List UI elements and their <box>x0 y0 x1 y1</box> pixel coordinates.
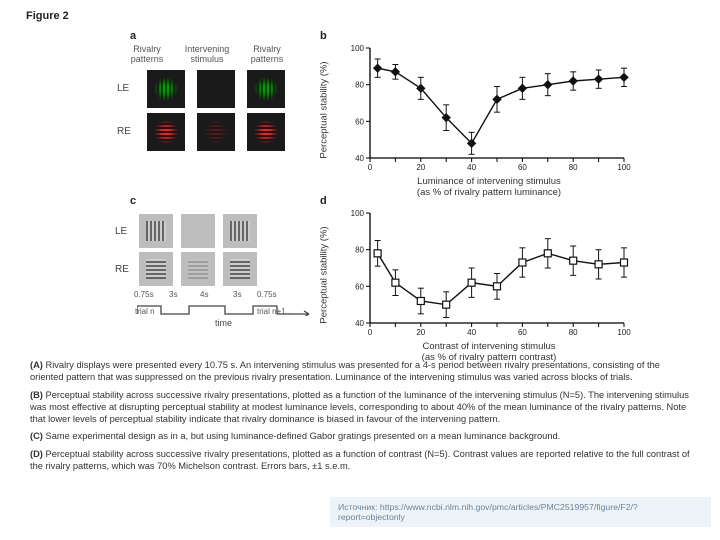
pa-re-interv <box>197 113 235 151</box>
svg-text:0: 0 <box>368 328 373 337</box>
cap-c-lead: (C) <box>30 431 46 441</box>
blank-icon <box>188 221 208 241</box>
cap-c: Same experimental design as in a, but us… <box>46 431 561 441</box>
cap-a-lead: (A) <box>30 360 46 370</box>
svg-text:0: 0 <box>368 163 373 172</box>
vert-grating-icon <box>146 221 166 241</box>
svg-text:100: 100 <box>351 209 365 218</box>
svg-text:20: 20 <box>416 328 425 337</box>
pa-col3: Rivalry patterns <box>242 45 292 65</box>
source-url: https://www.ncbi.nlm.nih.gov/pmc/article… <box>338 502 638 522</box>
chart-b-ylabel: Perceptual stability (%) <box>319 61 330 158</box>
horiz-grating-dim-icon <box>188 259 208 279</box>
pa-col1: Rivalry patterns <box>122 45 172 65</box>
panel-label-d: d <box>320 195 327 207</box>
panel-label-b: b <box>320 30 327 42</box>
svg-text:20: 20 <box>416 163 425 172</box>
red-gabor-icon <box>155 121 177 143</box>
source-citation: Источник: https://www.ncbi.nlm.nih.gov/p… <box>330 497 711 527</box>
svg-text:80: 80 <box>569 163 578 172</box>
svg-text:100: 100 <box>617 163 631 172</box>
cap-a: Rivalry displays were presented every 10… <box>30 360 660 382</box>
pa-col2: Intervening stimulus <box>182 45 232 65</box>
pa-le-label: LE <box>117 83 141 94</box>
red-gabor-dim-icon <box>205 121 227 143</box>
dur-4: 0.75s <box>257 290 277 299</box>
svg-text:100: 100 <box>617 328 631 337</box>
time-axis-label: time <box>215 318 232 328</box>
pa-re-label: RE <box>117 126 141 137</box>
chart-b: Perceptual stability (%) 406080100020406… <box>334 40 634 190</box>
cap-b-lead: (B) <box>30 390 46 400</box>
svg-text:60: 60 <box>355 282 364 291</box>
pa-re-rivalry2 <box>247 113 285 151</box>
svg-text:80: 80 <box>355 81 364 90</box>
pa-le-rivalry1 <box>147 70 185 108</box>
panel-label-a: a <box>130 30 136 42</box>
pc-le-label: LE <box>115 226 135 237</box>
pa-re-rivalry1 <box>147 113 185 151</box>
svg-text:80: 80 <box>355 246 364 255</box>
trial-n-label: trial n <box>135 307 155 316</box>
figure-title: Figure 2 <box>26 10 69 22</box>
pc-re-label: RE <box>115 264 135 275</box>
trial-n1-label: trial n+1... <box>257 307 292 316</box>
figure-panels: a b c d Rivalry patterns Intervening sti… <box>70 30 650 355</box>
svg-text:100: 100 <box>351 44 365 53</box>
svg-text:80: 80 <box>569 328 578 337</box>
svg-text:40: 40 <box>355 319 364 328</box>
chart-d-ylabel: Perceptual stability (%) <box>319 226 330 323</box>
chart-b-xlabel: Luminance of intervening stimulus (as % … <box>417 177 561 198</box>
vert-grating-icon <box>230 221 250 241</box>
cap-d-lead: (D) <box>30 449 46 459</box>
red-gabor-icon <box>255 121 277 143</box>
green-gabor-icon <box>255 78 277 100</box>
cap-d: Perceptual stability across successive r… <box>30 449 690 471</box>
panel-a: Rivalry patterns Intervening stimulus Ri… <box>117 45 297 151</box>
svg-text:60: 60 <box>518 163 527 172</box>
svg-text:40: 40 <box>355 154 364 163</box>
pa-le-blank <box>197 70 235 108</box>
slide: Figure 2 a b c d Rivalry patterns Interv… <box>0 0 720 540</box>
panel-c: LE RE 0.75s 3s 4s 3s 0.75s <box>115 210 310 332</box>
green-gabor-icon <box>155 78 177 100</box>
svg-text:60: 60 <box>518 328 527 337</box>
dur-0: 0.75s <box>134 290 154 299</box>
chart-d-svg: 40 60 80 100 0 20 40 60 80 100 <box>334 205 634 355</box>
panel-label-c: c <box>130 195 136 207</box>
horiz-grating-icon <box>230 259 250 279</box>
cap-b: Perceptual stability across successive r… <box>30 390 689 424</box>
source-label: Источник: <box>338 502 380 512</box>
chart-b-svg: 40 60 80 100 0 20 40 60 80 100 <box>334 40 634 190</box>
svg-text:40: 40 <box>467 328 476 337</box>
dur-2: 4s <box>200 290 208 299</box>
chart-d: Perceptual stability (%) 406080100020406… <box>334 205 634 355</box>
dur-1: 3s <box>169 290 177 299</box>
figure-caption: (A) Rivalry displays were presented ever… <box>30 360 690 479</box>
pa-le-rivalry2 <box>247 70 285 108</box>
svg-text:60: 60 <box>355 117 364 126</box>
timeline: 0.75s 3s 4s 3s 0.75s trial n trial n+1..… <box>137 290 297 332</box>
dur-3: 3s <box>233 290 241 299</box>
svg-text:40: 40 <box>467 163 476 172</box>
horiz-grating-icon <box>146 259 166 279</box>
